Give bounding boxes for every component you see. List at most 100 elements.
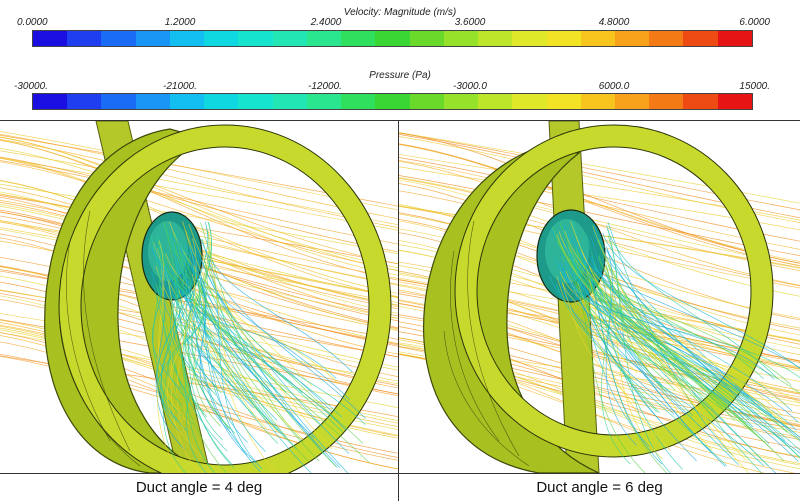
colorbar-segment <box>306 31 342 46</box>
streamline <box>575 250 800 459</box>
legend-area: Velocity: Magnitude (m/s) 0.0000 1.2000 … <box>0 0 800 120</box>
duct-ring <box>59 125 391 473</box>
streamline <box>572 222 683 470</box>
streamline <box>562 254 754 428</box>
colorbar-segment <box>580 94 615 109</box>
velocity-tick: 1.2000 <box>164 17 196 28</box>
colorbar-segment <box>272 31 307 46</box>
colorbar-segment <box>33 31 68 46</box>
streamline <box>192 238 338 468</box>
panel-duct-angle-6 <box>399 121 800 473</box>
streamline <box>566 244 800 438</box>
streamline <box>160 221 208 432</box>
streamline <box>584 252 663 465</box>
streamline <box>0 160 398 245</box>
duct-flow-visualization <box>0 121 398 473</box>
colorbar-segment <box>478 31 513 46</box>
streamline <box>556 276 632 378</box>
velocity-tick: 0.0000 <box>17 17 48 28</box>
streamline <box>0 139 398 281</box>
duct-ring-outer-edge <box>58 124 392 473</box>
colorbar-segment <box>341 31 376 46</box>
colorbar-segment <box>409 94 444 109</box>
duct-ring-inner-edge <box>80 146 370 466</box>
streamline <box>567 234 650 448</box>
streamline <box>184 243 287 438</box>
colorbar-segment <box>512 31 547 46</box>
streamline <box>181 269 370 464</box>
colorbar-segment <box>614 31 650 46</box>
streamline <box>605 273 799 462</box>
colorbar-segment <box>649 31 684 46</box>
colorbar-segment <box>375 94 410 109</box>
colorbar-segment <box>512 94 547 109</box>
colorbar-segment <box>375 31 410 46</box>
streamline <box>562 282 800 404</box>
velocity-tick: 4.8000 <box>598 17 630 28</box>
colorbar-segment <box>683 31 718 46</box>
streamline <box>556 284 727 467</box>
colorbar-segment <box>614 94 650 109</box>
colorbar-segment <box>443 94 479 109</box>
streamline <box>556 240 792 386</box>
velocity-legend-title: Velocity: Magnitude (m/s) <box>343 7 457 18</box>
colorbar-segment <box>238 94 273 109</box>
streamline <box>0 161 398 271</box>
colorbar-segment <box>204 94 239 109</box>
colorbar-segment <box>717 94 752 109</box>
colorbar-segment <box>443 31 479 46</box>
pressure-tick: -12000. <box>308 81 342 92</box>
velocity-tick: 6.0000 <box>739 17 770 28</box>
comparison-panels: Duct angle = 4 deg Duct angle = 6 deg <box>0 120 800 501</box>
streamline <box>572 255 658 413</box>
streamline <box>399 132 800 264</box>
streamline <box>580 249 783 417</box>
colorbar-segment <box>169 94 205 109</box>
streamline <box>577 271 739 466</box>
streamline <box>590 236 663 387</box>
streamline <box>157 250 364 444</box>
streamlines-wake <box>549 221 800 473</box>
colorbar-segment <box>135 31 170 46</box>
streamline <box>0 256 398 346</box>
pressure-contour-lines <box>443 220 530 467</box>
streamline <box>206 256 366 419</box>
streamlines-wake <box>150 221 370 473</box>
streamline <box>561 282 637 405</box>
streamline <box>166 274 201 473</box>
streamline <box>156 240 182 473</box>
streamline <box>199 280 232 434</box>
streamline <box>193 254 222 427</box>
streamline <box>206 246 266 428</box>
streamline <box>0 147 398 269</box>
streamline <box>156 248 191 426</box>
colorbar-segment <box>135 94 170 109</box>
colorbar-segment <box>546 94 581 109</box>
colorbar-segment <box>409 31 444 46</box>
streamline <box>193 267 309 462</box>
streamline <box>166 274 196 443</box>
caption-duct-angle-6: Duct angle = 6 deg <box>536 479 663 496</box>
streamline <box>563 269 775 380</box>
duct-flow-visualization <box>399 121 800 473</box>
pressure-tick: -3000.0 <box>453 81 487 92</box>
colorbar-segment <box>341 94 376 109</box>
colorbar-segment <box>546 31 581 46</box>
colorbar-segment <box>272 94 307 109</box>
streamline <box>188 223 333 450</box>
streamline <box>606 246 786 441</box>
streamline <box>166 276 297 449</box>
streamline <box>158 241 322 427</box>
pressure-colorbar <box>32 93 753 110</box>
streamline <box>0 136 398 272</box>
streamline <box>191 221 217 396</box>
colorbar-segment <box>649 94 684 109</box>
streamline <box>179 246 248 456</box>
streamline <box>182 289 303 394</box>
colorbar-segment <box>33 94 68 109</box>
duct-ring-outer-edge <box>454 124 774 458</box>
colorbar-segment <box>717 31 752 46</box>
streamline <box>606 228 779 380</box>
streamline <box>589 255 793 412</box>
colorbar-segment <box>580 31 615 46</box>
